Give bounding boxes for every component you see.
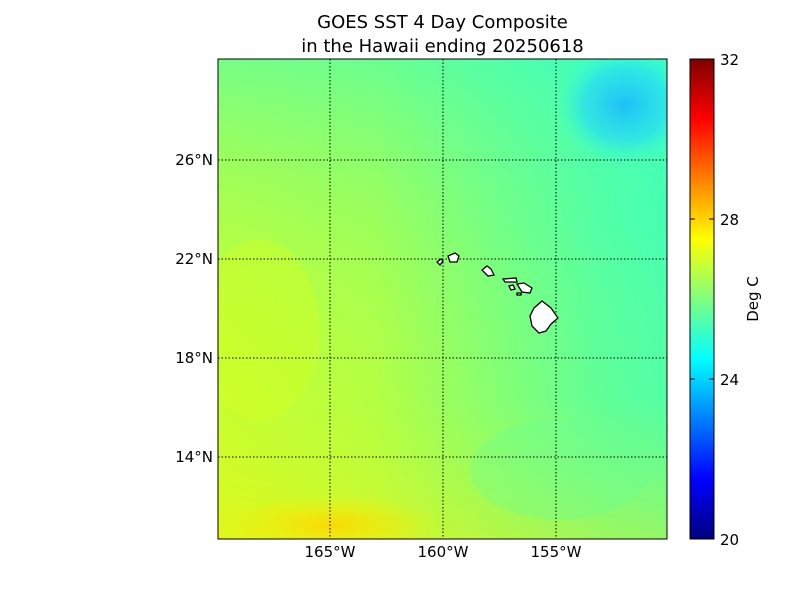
lon-tick-label: 160°W <box>418 543 469 561</box>
island-oahu <box>481 265 495 277</box>
map-frame <box>217 58 668 540</box>
warm-water-patch <box>220 495 440 539</box>
colorbar-tick-label: 20 <box>720 531 739 549</box>
colorbar-label: Deg C <box>744 276 762 322</box>
island-maui <box>515 282 533 294</box>
map-title-line2: in the Hawaii ending 20250618 <box>301 36 584 57</box>
colorbar-ticks: 32 28 24 20 <box>690 51 739 549</box>
colorbar-scale <box>689 58 715 540</box>
latitude-labels: 26°N 22°N 18°N 14°N <box>175 151 213 466</box>
island-kahoolawe <box>516 292 522 296</box>
island-lanai <box>508 284 516 291</box>
lon-tick-label: 165°W <box>305 543 356 561</box>
colorbar-tick-label: 28 <box>720 211 739 229</box>
map-title-line1: GOES SST 4 Day Composite <box>317 12 568 33</box>
colorbar-tick-label: 32 <box>720 51 739 69</box>
lat-tick-label: 18°N <box>175 349 213 367</box>
hawaiian-islands <box>436 252 559 334</box>
island-molokai <box>501 277 518 283</box>
island-niihau <box>436 258 444 266</box>
island-hawaii <box>529 300 559 334</box>
cool-water-patch <box>555 59 667 165</box>
lat-tick-label: 22°N <box>175 250 213 268</box>
graticule <box>218 59 667 539</box>
sst-field <box>218 59 667 539</box>
colorbar: 32 28 24 20 Deg C <box>689 51 762 549</box>
longitude-labels: 165°W 160°W 155°W <box>305 543 582 561</box>
lon-tick-label: 155°W <box>531 543 582 561</box>
island-kauai <box>447 252 460 263</box>
colorbar-tick-label: 24 <box>720 371 739 389</box>
lat-tick-label: 14°N <box>175 448 213 466</box>
lat-tick-label: 26°N <box>175 151 213 169</box>
